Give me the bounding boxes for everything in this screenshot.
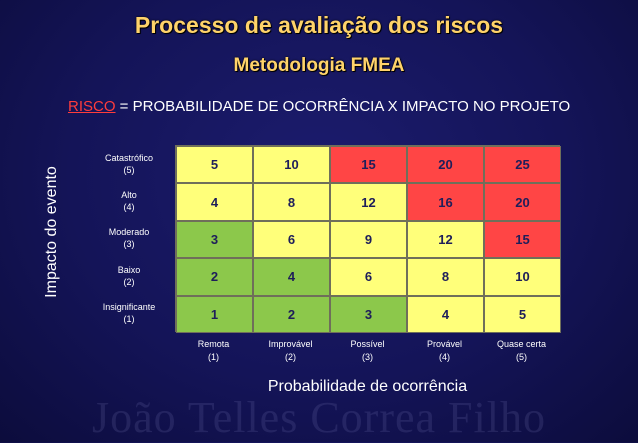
column-label-name: Possível <box>350 339 385 349</box>
column-label-level: (2) <box>285 352 296 362</box>
row-label: Insignificante (1) <box>90 295 168 332</box>
row-label-level: (2) <box>123 276 135 287</box>
matrix-cell: 15 <box>330 146 407 184</box>
risk-matrix: 5 10 15 20 25 4 8 12 16 20 3 6 9 12 15 2 4 6 8 10 1 2 3 4 5 <box>175 145 561 333</box>
column-label: Possível (3) <box>329 338 406 364</box>
matrix-cell: 8 <box>253 183 330 221</box>
slide-subtitle: Metodologia FMEA <box>233 55 405 76</box>
column-label-name: Improvável <box>268 339 313 349</box>
row-label: Baixo (2) <box>90 257 168 294</box>
matrix-cell: 2 <box>253 295 330 333</box>
row-label-name: Catastrófico <box>104 152 154 163</box>
x-axis-label: Probabilidade de ocorrência <box>267 378 468 395</box>
matrix-cell: 5 <box>176 146 253 184</box>
column-label: Provável (4) <box>406 338 483 364</box>
column-label: Quase certa (5) <box>483 338 560 364</box>
matrix-cell: 3 <box>176 220 253 259</box>
column-label: Remota (1) <box>175 338 252 364</box>
matrix-cell: 9 <box>330 220 407 259</box>
matrix-cell: 4 <box>253 258 330 296</box>
column-label-name: Remota <box>197 339 230 349</box>
matrix-cell: 25 <box>484 146 561 184</box>
row-label-name: Alto <box>121 190 137 201</box>
column-label: Improvável (2) <box>252 338 329 364</box>
row-label-name: Insignificante <box>102 302 156 313</box>
matrix-cell: 15 <box>484 220 561 259</box>
row-labels: Catastrófico (5) Alto (4) Moderado (3) Baixo (2… <box>90 145 168 332</box>
column-label-level: (5) <box>516 352 527 362</box>
column-label-name: Quase certa <box>496 339 547 349</box>
row-label: Alto (4) <box>90 182 168 219</box>
y-axis-label: Impacto do evento <box>43 166 60 298</box>
column-label-level: (3) <box>362 352 373 362</box>
watermark: João Telles Correa Filho <box>92 393 546 442</box>
risk-word: RISCO <box>68 98 116 115</box>
row-label-name: Moderado <box>108 227 150 238</box>
matrix-cell: 12 <box>330 183 407 221</box>
matrix-cell: 4 <box>407 295 484 333</box>
column-label-name: Provável <box>426 339 462 349</box>
matrix-cell: 3 <box>330 295 407 333</box>
column-label-level: (1) <box>208 352 219 362</box>
row-label-level: (3) <box>123 239 135 250</box>
matrix-cell: 16 <box>407 183 484 221</box>
matrix-cell: 5 <box>484 295 561 333</box>
row-label-level: (5) <box>123 164 135 175</box>
formula-text: = PROBABILIDADE DE OCORRÊNCIA X IMPACTO … <box>115 98 571 115</box>
matrix-cell: 12 <box>407 220 484 259</box>
matrix-cell: 6 <box>253 220 330 259</box>
row-label: Catastrófico (5) <box>90 145 168 182</box>
matrix-cell: 1 <box>176 295 253 333</box>
row-label: Moderado (3) <box>90 220 168 257</box>
matrix-cell: 4 <box>176 183 253 221</box>
risk-formula: RISCO = PROBABILIDADE DE OCORRÊNCIA X IM… <box>68 98 570 115</box>
row-label-level: (4) <box>123 202 135 213</box>
column-label-level: (4) <box>439 352 450 362</box>
matrix-cell: 10 <box>253 146 330 184</box>
column-labels: Remota (1) Improvável (2) Possível (3) Prováve… <box>175 338 560 364</box>
matrix-cell: 6 <box>330 258 407 296</box>
matrix-cell: 2 <box>176 258 253 296</box>
matrix-cell: 20 <box>484 183 561 221</box>
matrix-cell: 20 <box>407 146 484 184</box>
matrix-cell: 8 <box>407 258 484 296</box>
row-label-level: (1) <box>123 314 135 325</box>
slide-title: Processo de avaliação dos riscos <box>134 12 504 38</box>
row-label-name: Baixo <box>117 264 141 275</box>
matrix-cell: 10 <box>484 258 561 296</box>
